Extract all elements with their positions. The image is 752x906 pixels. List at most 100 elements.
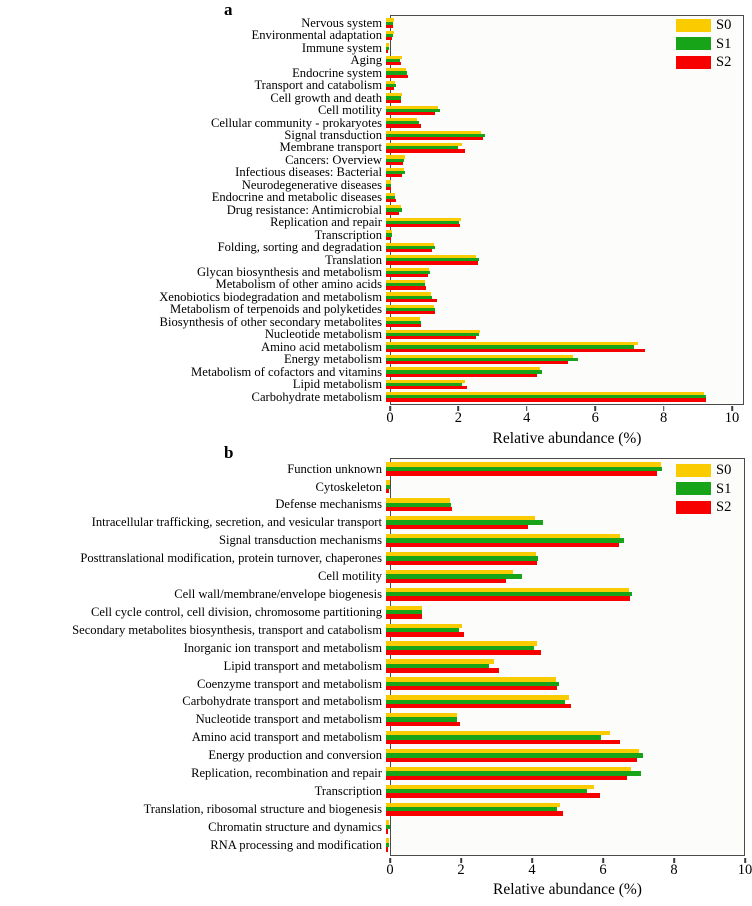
bar-s2	[386, 721, 460, 727]
bar-s1	[386, 21, 394, 25]
category-label: Glycan biosynthesis and metabolism	[196, 265, 382, 279]
bar-group	[386, 379, 744, 390]
bar-s0	[386, 498, 450, 503]
bar-s1	[386, 121, 419, 125]
bar-s2	[386, 149, 466, 153]
legend-item: S0	[676, 18, 731, 33]
category-row: Coenzyme transport and metabolism	[0, 675, 745, 693]
bar-group	[386, 55, 744, 66]
x-axis-tick-label: 8	[659, 410, 668, 426]
category-row: Immune system	[0, 42, 744, 54]
bar-s0	[386, 379, 465, 383]
bar-group	[386, 242, 744, 253]
panel-a-x-axis-title: Relative abundance (%)	[492, 430, 642, 447]
bar-group	[386, 267, 744, 278]
bar-s1	[386, 46, 389, 50]
bar-s1	[386, 308, 435, 312]
category-label: Metabolism of other amino acids	[215, 277, 382, 292]
bar-group	[386, 367, 744, 377]
category-label: Energy metabolism	[283, 352, 382, 367]
category-row: Energy metabolism	[0, 353, 744, 365]
bar-s2	[386, 99, 401, 103]
bar-s0	[386, 18, 394, 22]
bar-s1	[386, 610, 423, 615]
legend-swatch-s1	[676, 37, 711, 51]
category-row: Cell wall/membrane/envelope biogenesis	[0, 585, 745, 603]
bar-s2	[386, 273, 429, 278]
category-row: Function unknown	[0, 460, 745, 478]
bar-s1	[386, 484, 391, 490]
bar-s0	[386, 587, 630, 593]
bar-s2	[386, 111, 435, 116]
category-row: Secondary metabolites biosynthesis, tran…	[0, 621, 745, 639]
bar-s1	[386, 735, 602, 740]
category-label: Coenzyme transport and metabolism	[196, 676, 382, 691]
category-row: Membrane transport	[0, 140, 744, 155]
bar-s2	[386, 49, 389, 53]
category-row: Metabolism of cofactors and vitamins	[0, 366, 744, 378]
bar-s2	[386, 793, 600, 798]
bar-s2	[386, 596, 631, 601]
bar-s1	[386, 71, 408, 75]
bar-s0	[386, 142, 462, 147]
bar-s1	[386, 789, 588, 794]
bar-s2	[386, 506, 452, 512]
category-row: Transcription	[0, 229, 744, 241]
category-label: Posttranslational modification, protein …	[80, 551, 382, 566]
category-label: Secondary metabolites biosynthesis, tran…	[72, 622, 382, 637]
category-row: Nucleotide transport and metabolism	[0, 711, 745, 729]
x-axis-tick-mark	[731, 406, 733, 411]
panel-a-legend: S0 S1 S2	[676, 18, 731, 70]
bar-s1	[386, 270, 430, 274]
bar-group	[386, 392, 744, 402]
category-label: Cell wall/membrane/envelope biogenesis	[174, 587, 382, 601]
bar-s0	[386, 167, 404, 172]
bar-s1	[386, 466, 662, 472]
category-label: Carbohydrate metabolism	[251, 389, 382, 404]
category-label: Lipid metabolism	[292, 377, 382, 392]
bar-s2	[386, 471, 658, 476]
legend-label: S1	[716, 480, 732, 497]
bar-s1	[386, 771, 641, 776]
bar-s0	[386, 130, 482, 134]
legend-swatch-s2	[676, 500, 711, 514]
category-label: Drug resistance: Antimicrobial	[226, 202, 382, 217]
bar-group	[386, 533, 745, 548]
bar-s1	[386, 245, 435, 249]
category-row: Folding, sorting and degradation	[0, 241, 744, 253]
bar-group	[386, 205, 744, 215]
category-row: Signal transduction	[0, 129, 744, 141]
category-label: Energy production and conversion	[208, 748, 382, 763]
bar-group	[386, 167, 744, 178]
bar-s1	[386, 295, 433, 299]
category-label: Membrane transport	[279, 140, 382, 155]
legend-swatch-s0	[676, 463, 711, 477]
category-row: Neurodegenerative diseases	[0, 179, 744, 191]
bar-s2	[386, 124, 422, 128]
bar-s1	[386, 183, 392, 187]
bar-group	[386, 820, 745, 834]
bar-s0	[386, 367, 540, 371]
bar-s0	[386, 118, 418, 122]
bar-group	[386, 279, 744, 290]
legend-label: S0	[716, 17, 732, 33]
bar-s1	[386, 158, 404, 162]
bar-s2	[386, 62, 401, 66]
category-label: Intracellular trafficking, secretion, an…	[91, 515, 382, 530]
bar-s0	[386, 304, 435, 309]
bar-group	[386, 802, 745, 816]
bar-group	[386, 292, 744, 302]
bar-group	[386, 342, 744, 352]
category-label: Nucleotide transport and metabolism	[195, 712, 382, 727]
category-row: Infectious diseases: Bacterial	[0, 166, 744, 178]
bar-s0	[386, 217, 461, 221]
bar-s2	[386, 87, 395, 91]
category-label: Environmental adaptation	[251, 28, 382, 43]
panel-a-plot-area	[390, 15, 744, 405]
bar-s2	[386, 348, 645, 352]
panel-a-x-axis: 0 2 4 6 8 10	[386, 406, 744, 432]
bar-s1	[386, 395, 706, 399]
category-row: Cell growth and death	[0, 92, 744, 104]
bar-s2	[386, 385, 467, 390]
bar-s1	[386, 681, 560, 687]
